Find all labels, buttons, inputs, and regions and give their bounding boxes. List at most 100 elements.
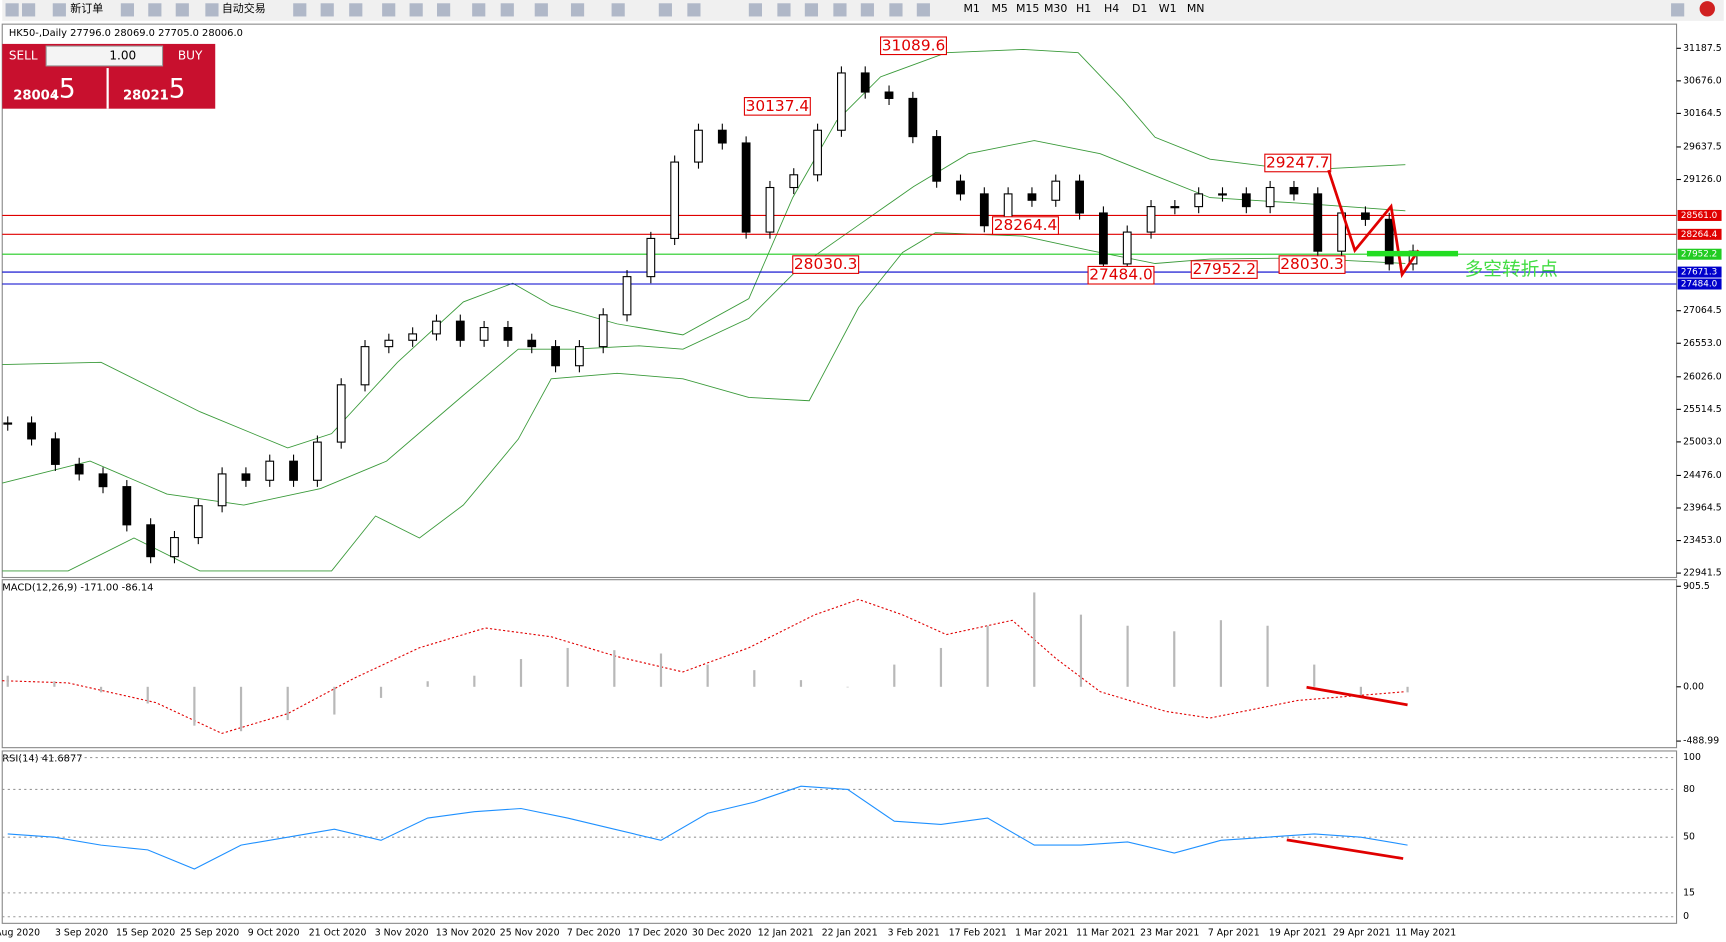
macd-bar [939, 647, 943, 687]
x-tick-label: 29 Apr 2021 [1333, 928, 1391, 939]
annotation: 27952.2 [1192, 260, 1256, 278]
timeframe[interactable]: D1 [1132, 2, 1147, 15]
candle [741, 142, 751, 233]
macd-tick-label: 905.5 [1683, 581, 1710, 592]
annotation: 27484.0 [1089, 266, 1153, 284]
macd-bar [1126, 625, 1129, 687]
new-order[interactable]: 新订单 [70, 1, 103, 15]
icon[interactable] [777, 3, 791, 17]
timeframe[interactable]: H4 [1104, 2, 1119, 15]
icon[interactable] [916, 3, 930, 17]
icon[interactable] [1671, 3, 1685, 17]
icon[interactable] [148, 3, 162, 17]
candle [146, 524, 156, 558]
candle [1313, 193, 1323, 252]
candle [217, 473, 227, 507]
icon[interactable] [658, 3, 672, 17]
icon[interactable] [409, 3, 423, 17]
y-tick-label: 24476.0 [1683, 470, 1722, 481]
icon[interactable] [382, 3, 396, 17]
icon[interactable] [52, 3, 66, 17]
candle [789, 174, 799, 189]
x-tick-label: 13 Nov 2020 [436, 928, 496, 939]
buy-price[interactable]: 28021 [123, 89, 169, 104]
candle [50, 438, 60, 465]
timeframe[interactable]: M5 [991, 2, 1007, 15]
candle [265, 460, 275, 481]
timeframe[interactable]: M1 [963, 2, 979, 15]
macd-bar [566, 647, 569, 687]
icon[interactable] [611, 3, 625, 17]
timeframe[interactable]: M15 [1016, 2, 1039, 15]
macd-signal [2, 598, 1406, 734]
icon[interactable] [5, 3, 19, 17]
candle [527, 339, 537, 348]
x-tick-label: 25 Nov 2020 [500, 928, 560, 939]
icon[interactable] [860, 3, 874, 17]
candle [717, 129, 727, 144]
macd-bar [1079, 614, 1083, 687]
annotation-box [1264, 153, 1332, 173]
candle [598, 314, 608, 348]
sell-fraction[interactable]: .5 [51, 75, 76, 105]
volume[interactable]: 1.00 [109, 48, 136, 62]
candle [1218, 193, 1227, 196]
buy-fraction[interactable]: .5 [160, 75, 185, 105]
auto-trading[interactable]: 自动交易 [222, 1, 266, 15]
toolbar-icons [5, 3, 1685, 17]
icon[interactable] [349, 3, 363, 17]
candle [241, 473, 251, 481]
zigzag-arrow [1327, 169, 1420, 279]
candle [193, 505, 203, 539]
candle [455, 320, 465, 341]
icon[interactable] [889, 3, 903, 17]
icon[interactable] [748, 3, 762, 17]
icon[interactable] [534, 3, 548, 17]
icon[interactable] [500, 3, 514, 17]
macd-bar [6, 675, 9, 687]
icon[interactable] [472, 3, 486, 17]
sell-price[interactable]: 28004 [13, 89, 59, 104]
candle [408, 333, 418, 341]
candle [1170, 206, 1180, 209]
macd-bar [1266, 625, 1269, 687]
icon[interactable] [205, 3, 219, 17]
icon[interactable] [120, 3, 134, 17]
icon[interactable] [804, 3, 818, 17]
notification-badge[interactable] [1699, 1, 1715, 17]
x-tick-label: 12 Jan 2021 [758, 928, 814, 939]
timeframe[interactable]: W1 [1159, 2, 1177, 15]
icon[interactable] [833, 3, 847, 17]
macd-bar [1033, 592, 1036, 687]
macd-tick-label: 0.00 [1683, 681, 1704, 692]
icon[interactable] [22, 3, 36, 17]
icon[interactable] [687, 3, 701, 17]
candle [1241, 193, 1251, 208]
macd-bar [333, 686, 336, 715]
macd-bar [379, 686, 383, 698]
chart-header: HK50-,Daily 27796.0 28069.0 27705.0 2800… [9, 28, 243, 39]
timeframe[interactable]: M30 [1044, 2, 1067, 15]
candle [312, 441, 322, 481]
buy-button[interactable]: BUY [178, 48, 203, 62]
y-tick-label: 31187.5 [1683, 43, 1722, 54]
icon[interactable] [293, 3, 307, 17]
annotation-box [1190, 260, 1258, 279]
sell-button[interactable]: SELL [9, 48, 38, 62]
icon[interactable] [570, 3, 585, 17]
candle [98, 473, 108, 488]
icon[interactable] [320, 3, 334, 17]
candle [503, 326, 513, 341]
icon[interactable] [175, 3, 189, 17]
timeframe[interactable]: H1 [1076, 2, 1091, 15]
x-tick-label: 19 Apr 2021 [1269, 928, 1327, 939]
candle [336, 384, 346, 443]
macd-tick-label: -488.99 [1683, 736, 1719, 747]
icon[interactable] [437, 3, 451, 17]
timeframe[interactable]: MN [1187, 2, 1205, 15]
candle [1027, 193, 1037, 201]
volume-box[interactable] [45, 45, 164, 67]
candle [1289, 186, 1299, 195]
x-tick-label: 7 Apr 2021 [1208, 928, 1260, 939]
